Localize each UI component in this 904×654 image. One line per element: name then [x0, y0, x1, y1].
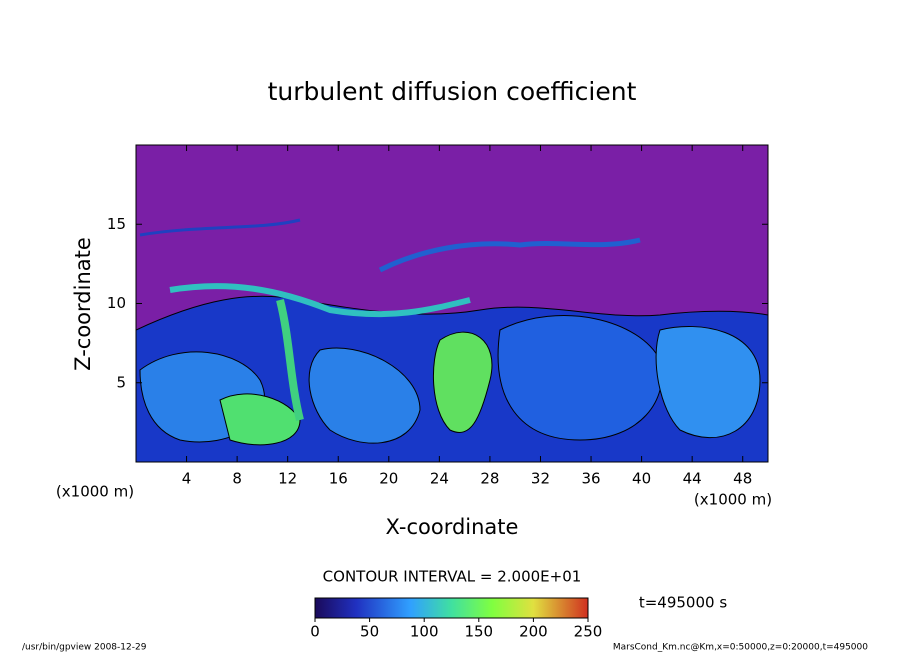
colorbar-tick-label: 150	[464, 623, 493, 641]
x-unit: (x1000 m)	[694, 491, 772, 509]
x-tick-label: 8	[232, 470, 242, 488]
y-tick-label: 15	[107, 215, 126, 233]
contour-interval: CONTOUR INTERVAL = 2.000E+01	[323, 568, 582, 586]
x-tick-label: 12	[278, 470, 297, 488]
y-unit: (x1000 m)	[56, 483, 134, 501]
colorbar	[314, 597, 589, 619]
x-tick-label: 32	[531, 470, 550, 488]
colorbar-tick-label: 250	[574, 623, 603, 641]
x-axis-label: X-coordinate	[386, 515, 519, 539]
colorbar-tick-label: 0	[310, 623, 320, 641]
x-tick-label: 36	[581, 470, 600, 488]
x-tick-label: 4	[182, 470, 192, 488]
x-tick-label: 24	[430, 470, 449, 488]
y-axis-label: Z-coordinate	[71, 237, 95, 371]
x-tick-label: 16	[329, 470, 348, 488]
y-tick-label: 10	[107, 294, 126, 312]
time-label: t=495000 s	[639, 594, 727, 612]
y-tick-label: 5	[116, 373, 126, 391]
x-tick-label: 28	[480, 470, 499, 488]
footer-left: /usr/bin/gpview 2008-12-29	[22, 643, 147, 653]
colorbar-tick-label: 100	[410, 623, 439, 641]
x-tick-label: 40	[632, 470, 651, 488]
contour-field	[136, 145, 768, 462]
colorbar-tick-label: 200	[519, 623, 548, 641]
x-tick-label: 48	[733, 470, 752, 488]
chart-title: turbulent diffusion coefficient	[268, 77, 637, 106]
x-tick-label: 44	[683, 470, 702, 488]
colorbar-tick-label: 50	[360, 623, 379, 641]
footer-right: MarsCond_Km.nc@Km,x=0:50000,z=0:20000,t=…	[613, 643, 868, 653]
x-tick-label: 20	[379, 470, 398, 488]
